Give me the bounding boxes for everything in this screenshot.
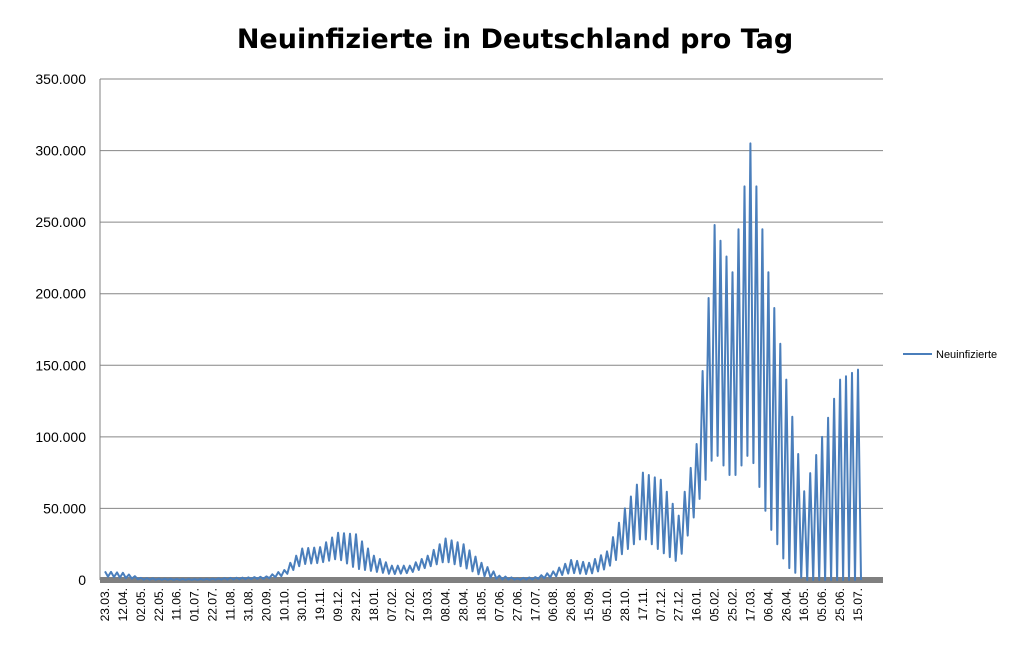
y-tick-label: 100.000 [35, 429, 86, 445]
x-tick-label: 08.04. [439, 588, 453, 621]
x-tick-label: 05.06. [815, 588, 829, 621]
x-tick-label: 31.08. [241, 588, 255, 621]
x-tick-label: 27.06. [510, 588, 524, 621]
x-tick-label: 26.08. [564, 588, 578, 621]
x-tick-label: 26.04. [779, 588, 793, 621]
x-tick-label: 29.12. [349, 588, 363, 621]
grid-lines [100, 78, 883, 509]
x-tick-label: 28.10. [618, 588, 632, 621]
legend: Neuinfizierte [903, 349, 997, 361]
x-tick-label: 07.06. [492, 588, 506, 621]
y-tick-label: 200.000 [35, 286, 86, 302]
y-tick-label: 150.000 [35, 357, 86, 373]
x-tick-label: 06.08. [546, 588, 560, 621]
y-axis-ticks: 0 50.000 100.000 150.000 200.000 250.000 300.0… [35, 71, 86, 588]
y-tick-label: 50.000 [43, 500, 86, 516]
y-tick-label: 0 [78, 572, 86, 588]
x-tick-label: 18.01. [367, 588, 381, 621]
legend-label-neuinfizierte: Neuinfizierte [936, 349, 997, 361]
series-line-neuinfizierte [104, 142, 862, 581]
x-tick-label: 23.03. [98, 588, 112, 621]
x-tick-label: 27.02. [403, 588, 417, 621]
y-tick-label: 350.000 [35, 71, 86, 87]
x-tick-label: 01.07. [188, 588, 202, 621]
x-tick-label: 25.02. [726, 588, 740, 621]
x-tick-label: 20.09. [259, 588, 273, 621]
x-tick-label: 22.05. [152, 588, 166, 621]
x-tick-label: 17.03. [743, 588, 757, 621]
x-tick-label: 28.04. [457, 588, 471, 621]
x-tick-label: 25.06. [833, 588, 847, 621]
chart-title: Neuinfizierte in Deutschland pro Tag [236, 24, 794, 55]
x-tick-label: 06.04. [761, 588, 775, 621]
y-tick-label: 250.000 [35, 214, 86, 230]
x-tick-label: 16.05. [797, 588, 811, 621]
x-tick-label: 19.03. [421, 588, 435, 621]
x-tick-label: 09.12. [331, 588, 345, 621]
x-tick-label: 30.10. [295, 588, 309, 621]
x-tick-label: 15.07. [851, 588, 865, 621]
x-tick-label: 18.05. [475, 588, 489, 621]
x-tick-label: 19.11. [313, 588, 327, 620]
x-tick-label: 02.05. [134, 588, 148, 621]
x-tick-label: 05.02. [708, 588, 722, 621]
x-tick-label: 12.04. [116, 588, 130, 621]
x-tick-label: 22.07. [206, 588, 220, 621]
x-tick-label: 16.01. [690, 588, 704, 621]
x-axis-band [100, 577, 883, 583]
x-tick-label: 11.08. [224, 588, 238, 620]
x-tick-label: 07.12. [654, 588, 668, 621]
x-axis-ticks: 23.03. 12.04. 02.05. 22.05. 11.06. 01.07. 22.0… [98, 588, 865, 621]
x-tick-label: 11.06. [170, 588, 184, 620]
x-tick-label: 10.10. [277, 588, 291, 621]
x-tick-label: 27.12. [672, 588, 686, 621]
x-tick-label: 05.10. [600, 588, 614, 621]
y-tick-label: 300.000 [35, 143, 86, 159]
x-tick-label: 17.11. [636, 588, 650, 620]
x-tick-label: 15.09. [582, 588, 596, 621]
x-tick-label: 17.07. [528, 588, 542, 621]
x-tick-label: 07.02. [385, 588, 399, 621]
